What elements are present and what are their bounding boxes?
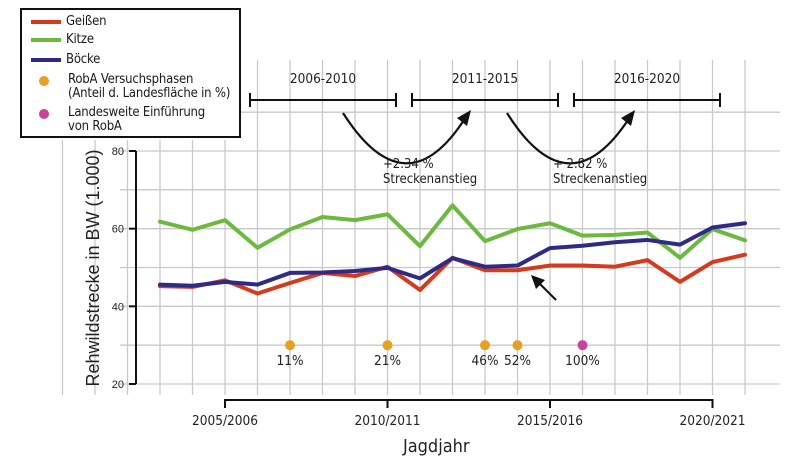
curved-arrow <box>342 112 465 165</box>
x-tick-label: 2005/2006 <box>192 413 258 429</box>
y-tick-label: 80 <box>112 146 124 158</box>
x-tick-label: 2020/2021 <box>680 413 746 429</box>
y-tick-label: 40 <box>112 301 124 313</box>
markers: 11% 21% 46% 52% 100% <box>277 340 600 369</box>
period-label: 2006-2010 <box>290 71 356 87</box>
arrow-head <box>621 110 635 126</box>
pointer-arrow-head <box>531 275 545 289</box>
marker-dot <box>382 340 393 351</box>
marker-dot <box>480 340 490 351</box>
marker-dot <box>577 340 588 351</box>
marker-dot <box>285 340 295 351</box>
marker-label: 46% <box>472 353 499 369</box>
legend-item: Kitze <box>22 33 94 47</box>
marker-dot <box>512 340 523 351</box>
legend-item: Böcke <box>22 53 100 67</box>
x-axis-label: Jagdjahr <box>402 436 470 457</box>
legend-item: Geißen <box>22 15 106 29</box>
legend-label: Geißen <box>66 14 107 29</box>
annotation-value: + 2.82 % <box>553 157 607 172</box>
pointer-arrow <box>531 275 557 301</box>
arrow-head <box>457 110 471 126</box>
legend-line-swatch <box>31 20 61 24</box>
annotation-label: Streckenanstieg <box>553 172 647 187</box>
annotations: +2.34 %Streckenanstieg+ 2.82 %Streckenan… <box>342 110 647 187</box>
grid <box>61 60 780 395</box>
x-tick-label: 2010/2011 <box>355 413 421 429</box>
marker-label: 52% <box>504 353 531 369</box>
legend-dot-swatch <box>39 76 49 86</box>
marker-label: 21% <box>374 353 401 369</box>
annotation-value: +2.34 % <box>383 157 434 172</box>
marker-label: 11% <box>277 353 304 369</box>
legend-line-swatch <box>31 58 61 62</box>
series-line-kitze <box>158 203 747 260</box>
legend-label: Kitze <box>66 32 94 47</box>
legend-label: RobA Versuchsphasen (Anteil d. Landesflä… <box>68 72 231 101</box>
period-label: 2016-2020 <box>614 71 680 87</box>
x-tick-label: 2015/2016 <box>517 413 583 429</box>
legend-dot-swatch <box>39 109 49 119</box>
axes: 20 40 60 80 Rehwildstrecke in BW (1.000) 2005… <box>83 146 745 457</box>
series-lines <box>158 203 747 296</box>
legend-item: Landesweite Einführung von RobA <box>22 106 205 134</box>
legend: Geißen Kitze Böcke RobA Versuchsphasen (Ant… <box>20 8 241 138</box>
marker-label: 100% <box>565 353 600 369</box>
y-tick-label: 20 <box>112 379 124 391</box>
period-brackets: 2006-2010 2011-2015 2016-2020 <box>249 71 721 107</box>
legend-label: Landesweite Einführung von RobA <box>68 105 205 134</box>
series-line-böcke <box>158 221 747 288</box>
pointer-arrow-shaft <box>537 281 557 301</box>
y-tick-label: 60 <box>112 224 124 236</box>
legend-line-swatch <box>31 38 61 42</box>
annotation-label: Streckenanstieg <box>383 172 477 187</box>
legend-label: Böcke <box>66 52 101 67</box>
legend-item: RobA Versuchsphasen (Anteil d. Landesflä… <box>22 73 230 101</box>
curved-arrow <box>506 112 629 165</box>
y-axis-label: Rehwildstrecke in BW (1.000) <box>83 149 103 386</box>
period-label: 2011-2015 <box>452 71 518 87</box>
